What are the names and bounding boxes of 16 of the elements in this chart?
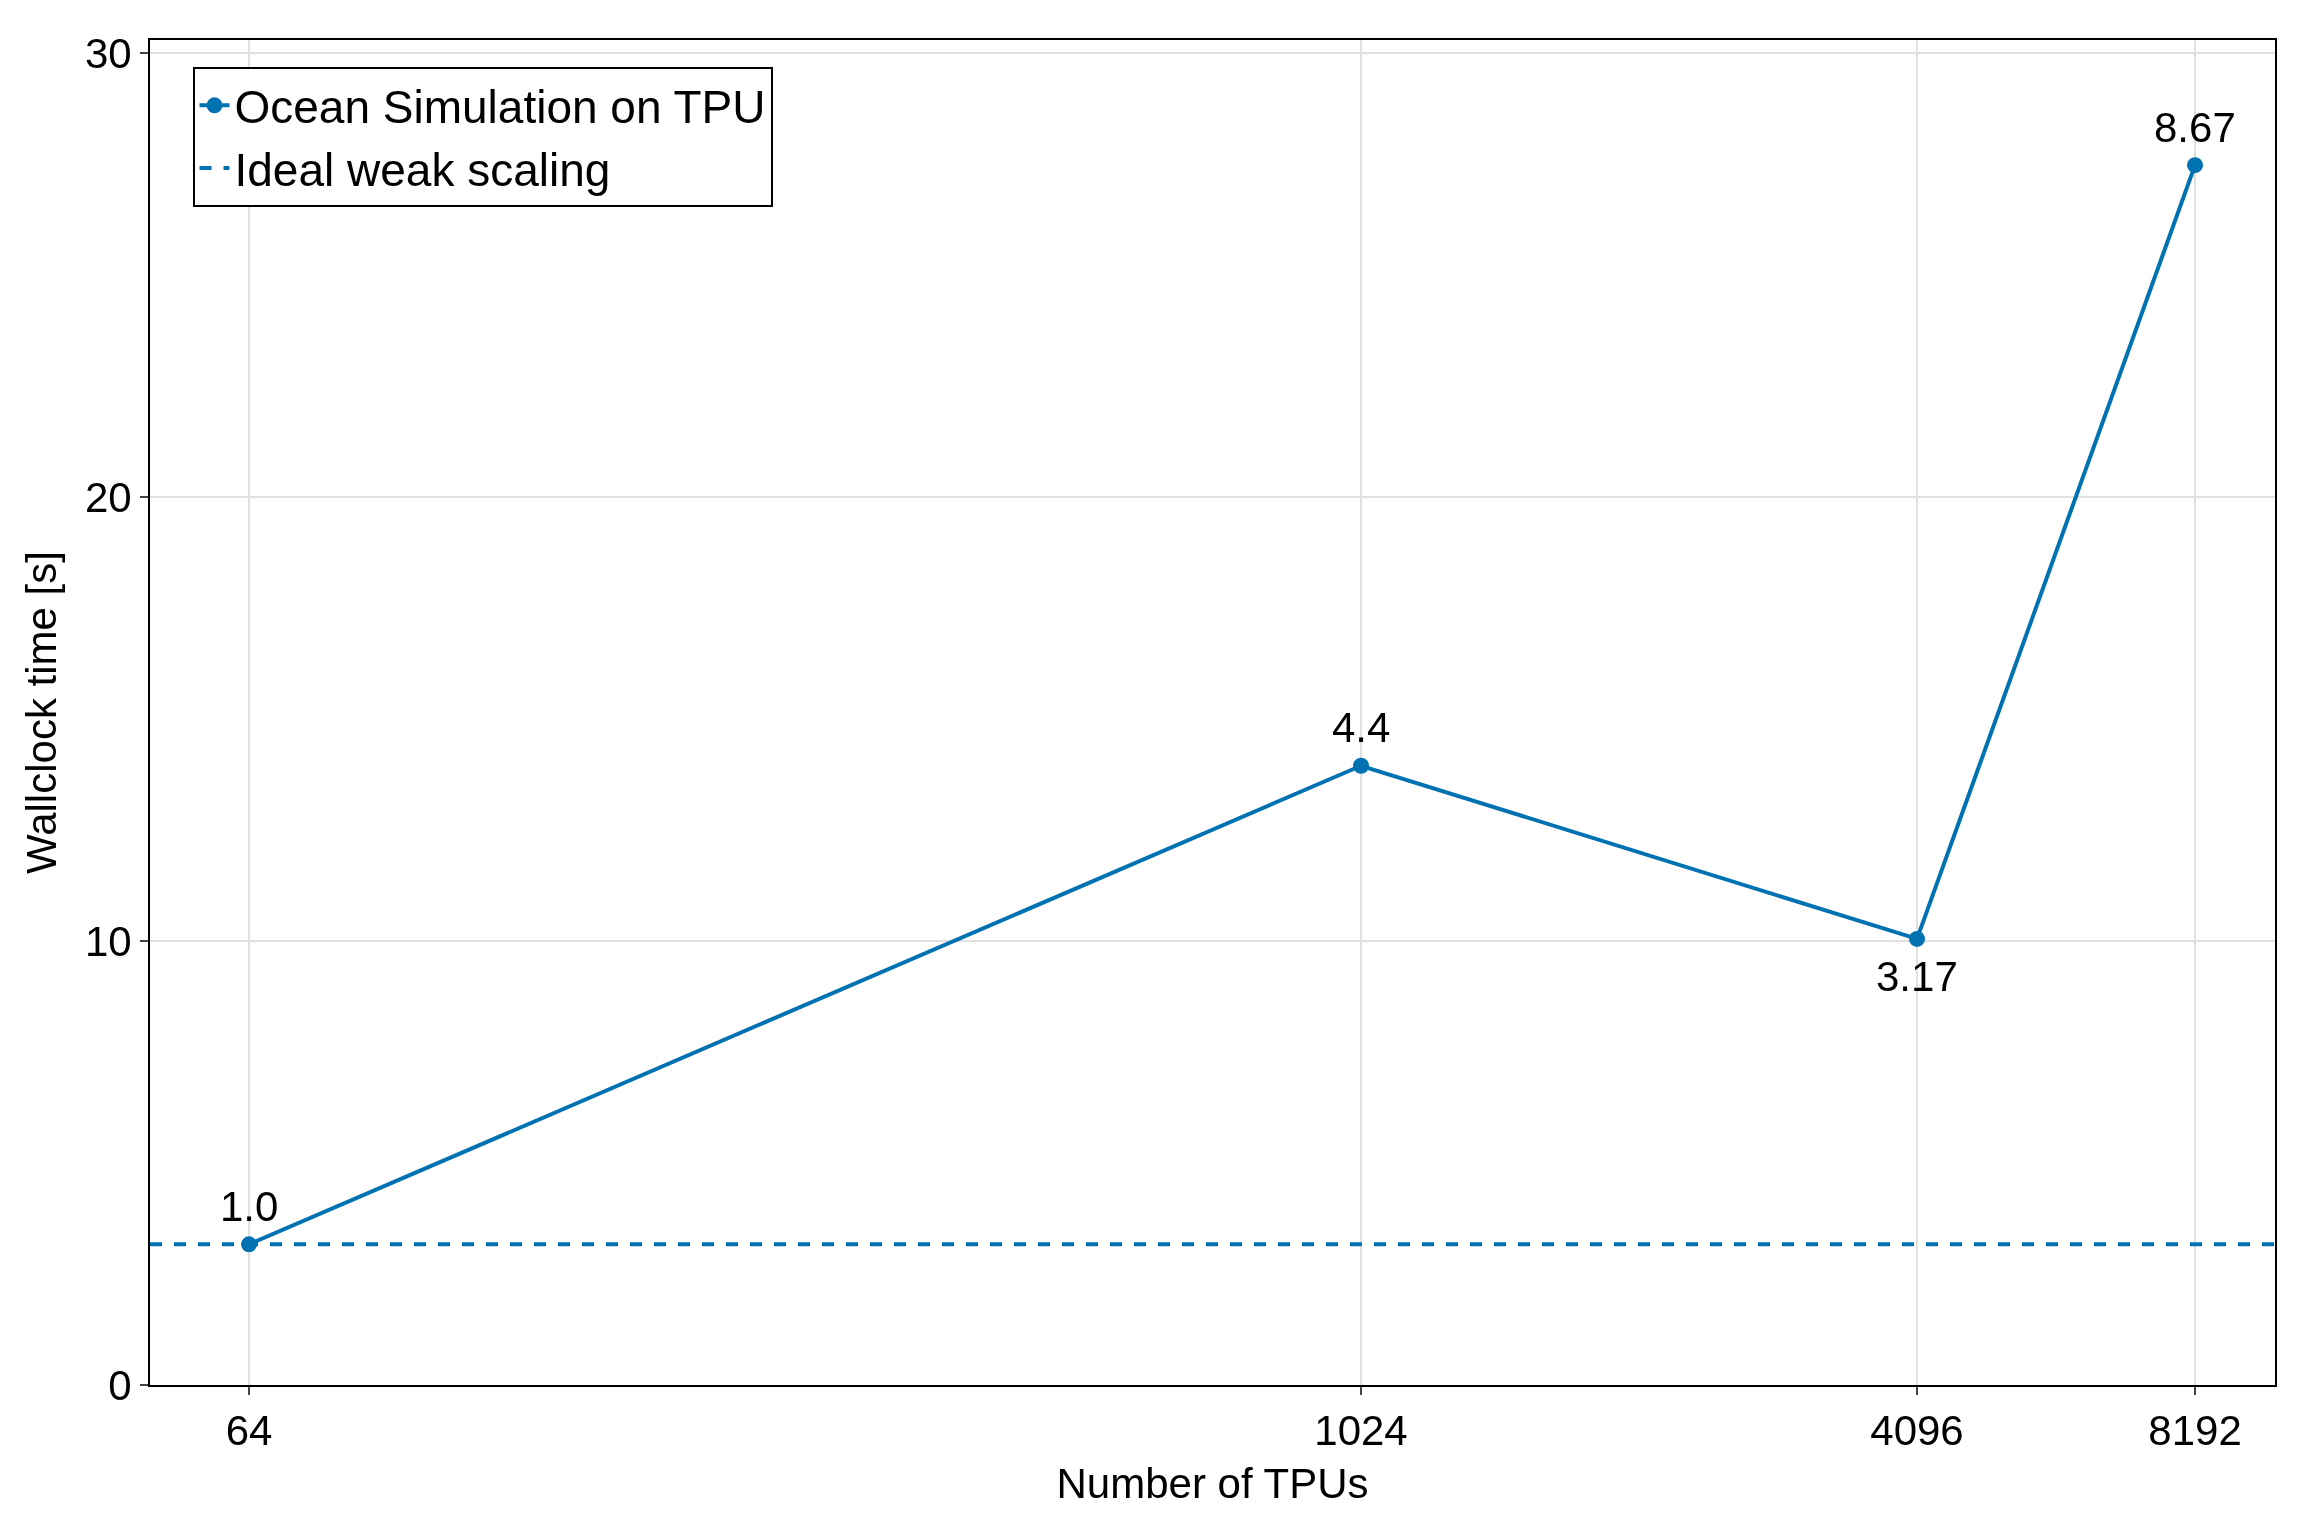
x-axis-title: Number of TPUs (1056, 1459, 1369, 1507)
annotation: 8.67 (2154, 104, 2236, 151)
y-tick-label: 10 (84, 917, 132, 965)
legend-label: Ideal weak scaling (234, 144, 611, 197)
x-tick-label: 1024 (1314, 1407, 1408, 1455)
annotation: 3.17 (1876, 953, 1958, 1000)
annotation: 1.0 (220, 1183, 279, 1230)
y-axis-title: Wallclock time [s] (18, 551, 66, 874)
y-tick-label: 0 (108, 1361, 132, 1409)
y-tick-label: 30 (84, 30, 132, 78)
legend-label: Ocean Simulation on TPU (234, 81, 766, 134)
y-tick-label: 20 (84, 473, 132, 521)
x-tick-label: 4096 (1870, 1407, 1964, 1455)
x-tick-label: 64 (225, 1407, 273, 1455)
x-tick-label: 8192 (2148, 1407, 2242, 1455)
annotation: 4.4 (1332, 704, 1391, 751)
